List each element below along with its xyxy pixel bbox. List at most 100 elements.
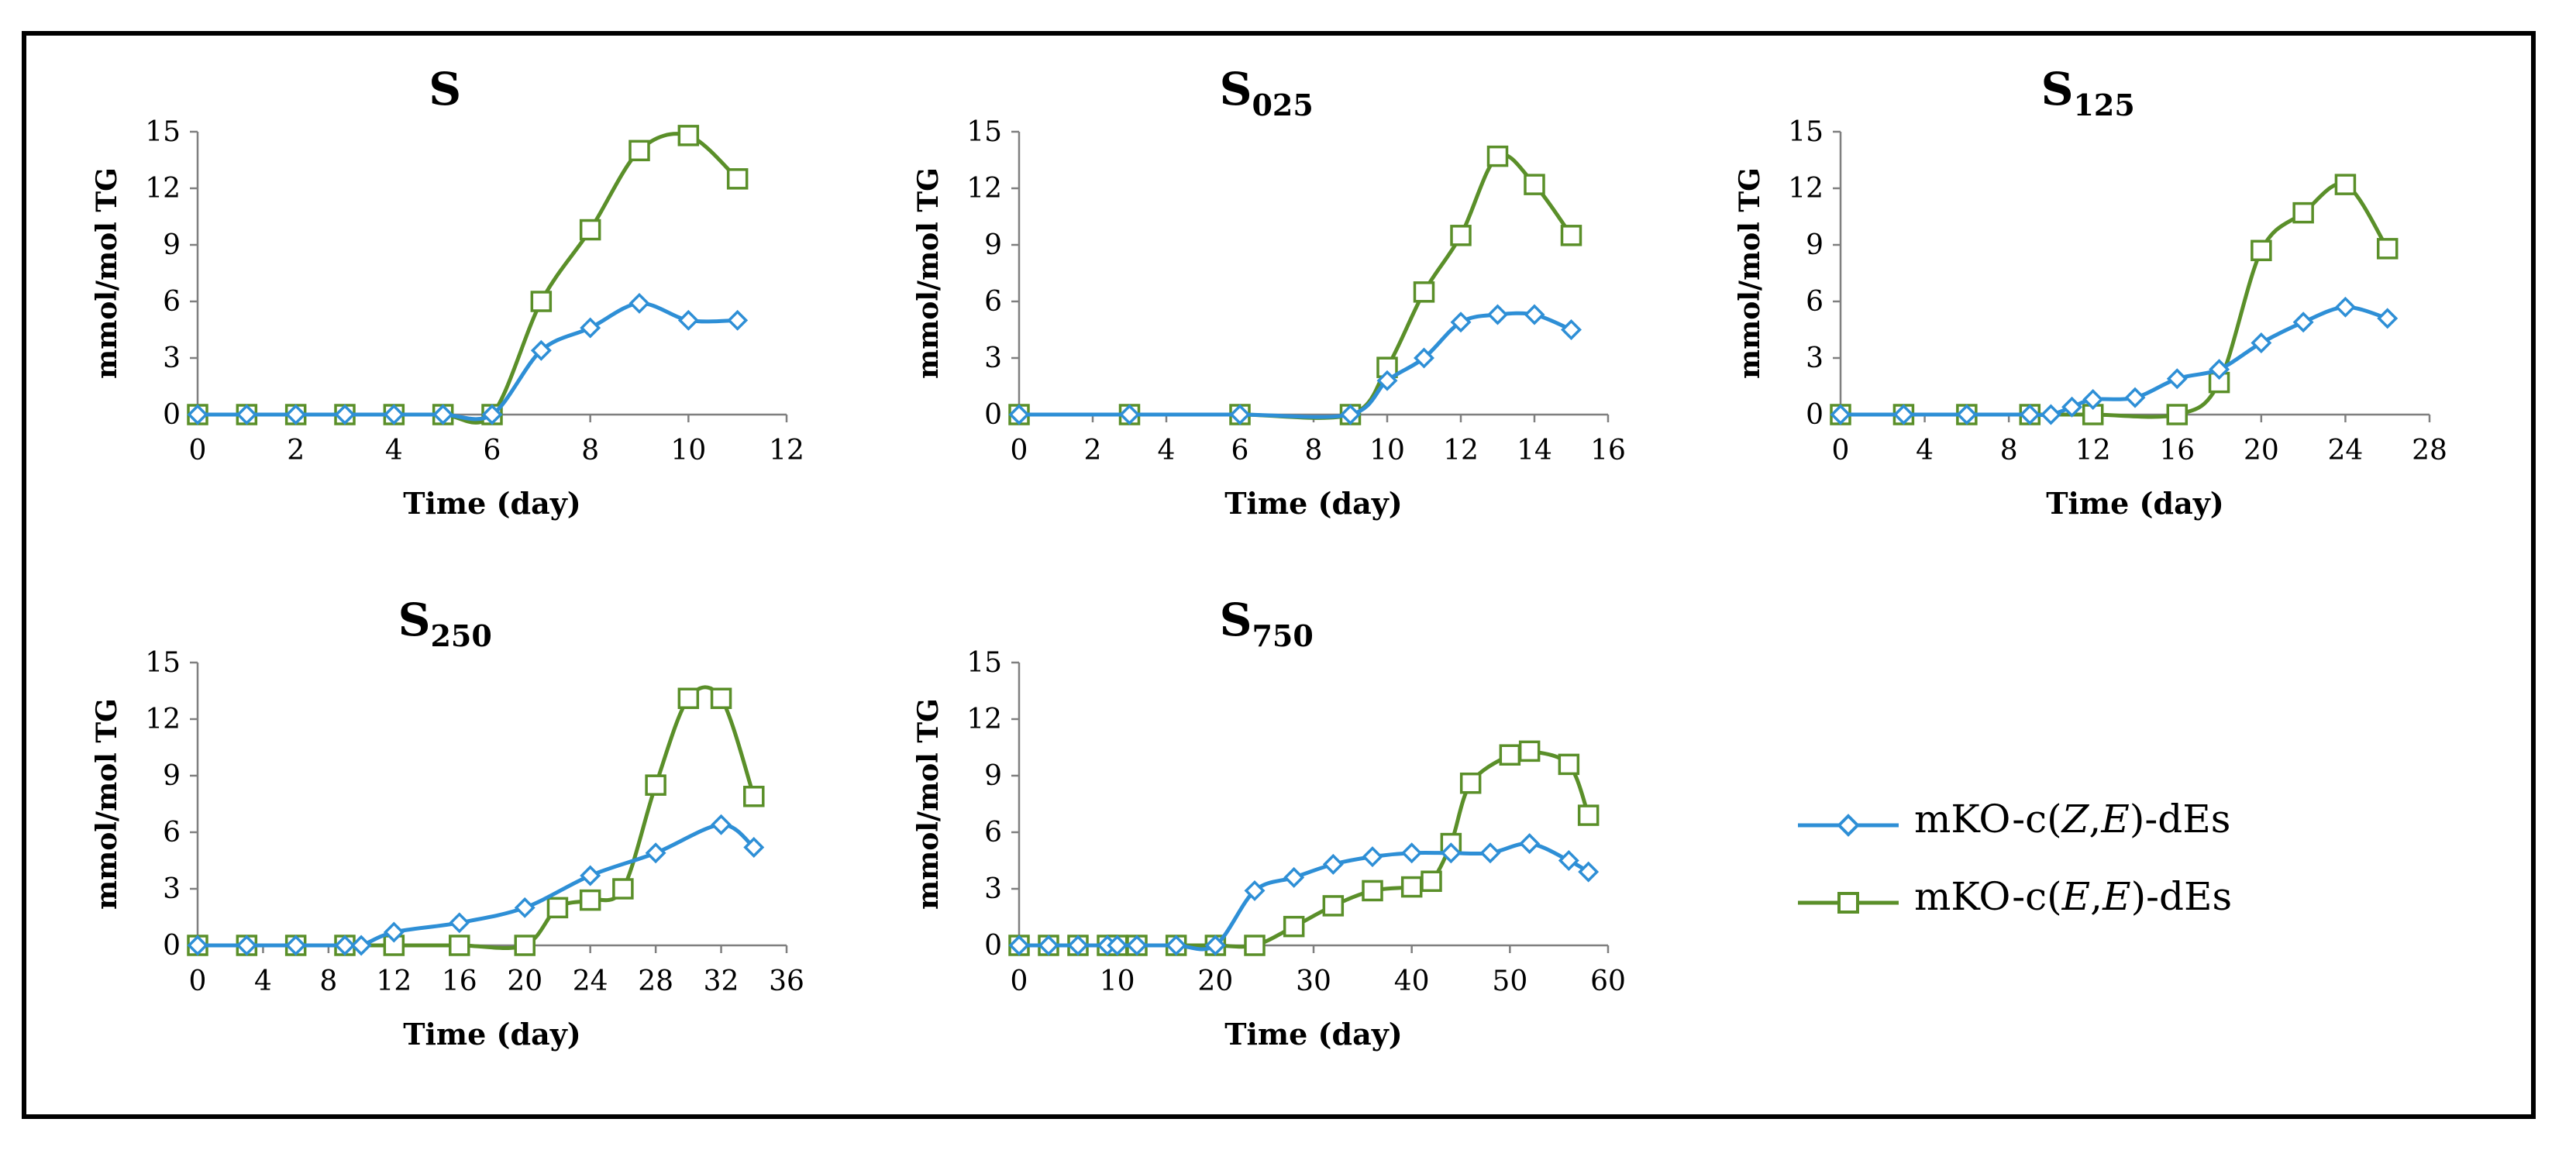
- data-point-square: [1577, 804, 1600, 826]
- x-axis-label: Time (day): [403, 486, 581, 521]
- data-point-diamond: [1038, 935, 1059, 956]
- x-axis-label: Time (day): [1224, 1017, 1403, 1052]
- y-tick-label: 0: [984, 399, 1002, 431]
- data-point-diamond: [514, 897, 536, 918]
- y-tick-label: 9: [984, 760, 1002, 792]
- data-point-diamond: [1340, 404, 1361, 425]
- data-point-diamond: [334, 404, 356, 425]
- data-point-diamond: [580, 317, 601, 339]
- data-point-diamond: [285, 935, 307, 956]
- x-tick-label: 28: [2412, 435, 2447, 466]
- y-tick-label: 9: [984, 229, 1002, 261]
- data-point-diamond: [334, 935, 356, 956]
- data-point-square: [2166, 404, 2189, 425]
- y-axis-label: mmol/mol TG: [91, 167, 123, 379]
- x-tick-label: 16: [442, 966, 477, 997]
- data-point-square: [612, 878, 634, 900]
- x-tick-label: 6: [1231, 435, 1249, 466]
- data-point-square: [2334, 174, 2357, 195]
- data-point-diamond: [1067, 935, 1089, 956]
- data-point-square: [530, 291, 553, 312]
- data-point-square: [1499, 744, 1521, 766]
- data-point-square: [645, 774, 666, 796]
- data-point-square: [579, 889, 601, 911]
- data-point-square: [579, 219, 601, 241]
- data-point-diamond: [1479, 842, 1501, 864]
- x-axis-label: Time (day): [2046, 486, 2224, 521]
- data-point-diamond: [449, 912, 470, 934]
- x-tick-label: 36: [769, 966, 804, 997]
- y-tick-label: 12: [966, 704, 1002, 735]
- legend-label-ze: mKO-c(Z,E)-dEs: [1914, 797, 2231, 842]
- x-tick-label: 10: [1100, 966, 1135, 997]
- y-tick-label: 15: [966, 116, 1002, 148]
- data-point-square: [1524, 174, 1545, 195]
- data-point-diamond: [2061, 396, 2083, 418]
- data-point-diamond: [2292, 312, 2314, 333]
- data-point-diamond: [2334, 296, 2356, 318]
- data-point-square: [1560, 225, 1582, 246]
- data-point-square: [514, 935, 536, 956]
- y-tick-label: 0: [1806, 399, 1824, 431]
- legend-label-ee: mKO-c(E,E)-dEs: [1914, 874, 2233, 919]
- x-tick-label: 12: [376, 966, 412, 997]
- x-tick-label: 32: [704, 966, 739, 997]
- data-point-diamond: [2040, 404, 2061, 425]
- y-axis-label: mmol/mol TG: [91, 698, 123, 910]
- y-tick-label: 15: [145, 116, 181, 148]
- y-axis-label: mmol/mol TG: [1734, 167, 1766, 379]
- data-point-diamond: [1830, 404, 1851, 425]
- x-tick-label: 4: [385, 435, 403, 466]
- y-tick-label: 15: [145, 647, 181, 679]
- data-point-diamond: [1956, 404, 1978, 425]
- data-point-diamond: [1008, 935, 1030, 956]
- data-point-square: [2292, 201, 2314, 224]
- data-point-square: [1283, 915, 1305, 938]
- data-point-diamond: [1166, 935, 1187, 956]
- data-point-diamond: [2019, 404, 2040, 425]
- data-point-diamond: [1362, 846, 1383, 868]
- data-point-diamond: [727, 309, 749, 331]
- data-point-square: [1322, 895, 1345, 917]
- y-tick-label: 12: [1788, 173, 1824, 205]
- y-tick-label: 3: [1806, 343, 1824, 374]
- y-tick-label: 0: [163, 399, 181, 431]
- x-tick-label: 20: [2244, 435, 2279, 466]
- chart-panel-S750: S750 0 3 6 9 12 15 0 10 20 30 40 50 60 Time (day) mmol/…: [912, 594, 1626, 1052]
- data-point-square: [1413, 281, 1435, 303]
- legend-marker-diamond-icon: [1798, 814, 1899, 837]
- x-tick-label: 2: [287, 435, 305, 466]
- data-point-square: [677, 125, 700, 146]
- data-point-square: [726, 168, 749, 190]
- data-point-diamond: [2377, 308, 2399, 329]
- data-point-diamond: [1322, 853, 1344, 875]
- y-tick-label: 12: [145, 704, 181, 735]
- x-tick-label: 8: [1305, 435, 1323, 466]
- data-point-diamond: [1519, 833, 1541, 855]
- x-tick-label: 12: [769, 435, 804, 466]
- x-tick-label: 28: [638, 966, 673, 997]
- data-point-diamond: [1376, 370, 1398, 391]
- data-point-diamond: [1558, 850, 1579, 871]
- chart-panel-S: S 0 3 6 9 12 15 0 2 4 6 8 10 12 Time (day) mmol/mol TG: [91, 63, 804, 521]
- series-line-diamond: [197, 301, 738, 422]
- y-tick-label: 9: [163, 229, 181, 261]
- x-tick-label: 24: [573, 966, 608, 997]
- x-tick-label: 8: [581, 435, 599, 466]
- x-tick-label: 14: [1517, 435, 1552, 466]
- legend-marker-square-icon: [1798, 892, 1899, 914]
- data-point-diamond: [383, 404, 405, 425]
- x-tick-label: 0: [1832, 435, 1850, 466]
- y-tick-label: 9: [1806, 229, 1824, 261]
- legend-item-ze: mKO-c(Z,E)-dEs: [1798, 790, 2340, 860]
- x-tick-label: 0: [1011, 435, 1028, 466]
- data-point-square: [1518, 740, 1541, 763]
- data-point-diamond: [1204, 935, 1226, 956]
- data-point-diamond: [1119, 404, 1140, 425]
- x-tick-label: 50: [1492, 966, 1527, 997]
- data-point-diamond: [743, 836, 765, 858]
- data-point-diamond: [645, 842, 666, 864]
- data-point-square: [677, 687, 700, 709]
- chart-title: S125: [2041, 63, 2135, 122]
